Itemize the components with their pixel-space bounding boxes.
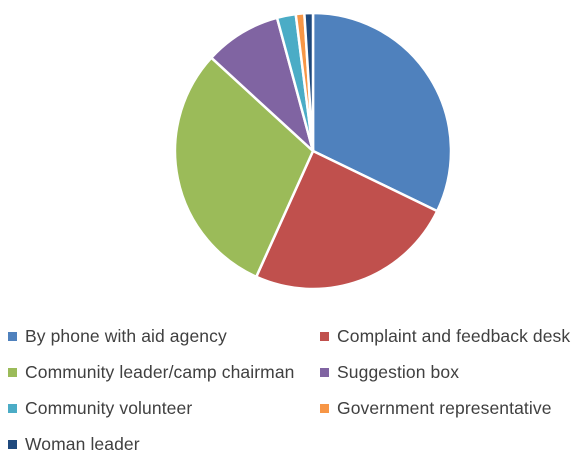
legend-swatch (320, 331, 329, 341)
pie-slice-complaint-and-feedback-desk (255, 149, 439, 291)
legend-label: Government representative (337, 397, 552, 418)
pie-plot-area (173, 11, 453, 291)
legend-swatch (8, 367, 17, 377)
pie-slice-by-phone-with-aid-agency (311, 11, 453, 213)
legend-item: By phone with aid agency (8, 318, 320, 354)
legend-swatch (320, 403, 329, 413)
legend-label: Suggestion box (337, 361, 460, 382)
pie-slices (173, 11, 453, 291)
legend-item: Community volunteer (8, 390, 320, 426)
legend-label: Community leader/camp chairman (25, 361, 295, 382)
legend-label: By phone with aid agency (25, 325, 227, 346)
legend-label: Community volunteer (25, 397, 193, 418)
legend-item: Woman leader (8, 426, 320, 462)
legend-item: Government representative (320, 390, 584, 426)
pie-slice-community-leader-camp-chairman (173, 56, 315, 279)
legend-swatch (320, 367, 329, 377)
legend-swatch (8, 439, 17, 449)
legend-label: Woman leader (25, 433, 140, 454)
legend-item: Suggestion box (320, 354, 584, 390)
legend-label: Complaint and feedback desk (337, 325, 571, 346)
legend-item: Community leader/camp chairman (8, 354, 320, 390)
legend-swatch (8, 403, 17, 413)
pie-slice-woman-leader (303, 11, 315, 153)
legend-swatch (8, 331, 17, 341)
legend-item: Complaint and feedback desk (320, 318, 584, 354)
legend: By phone with aid agency Complaint and fe… (8, 318, 584, 462)
